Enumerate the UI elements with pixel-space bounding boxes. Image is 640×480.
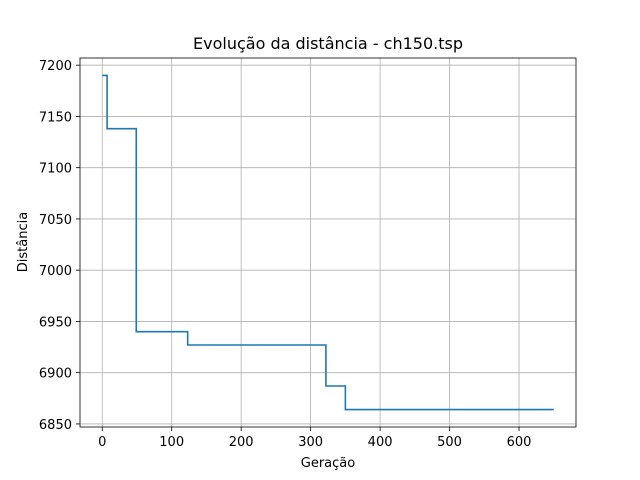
x-tick-label: 400 [368,435,393,450]
x-tick-label: 100 [159,435,184,450]
x-tick-label: 500 [437,435,462,450]
x-axis-label: Geração [301,456,355,471]
x-tick-label: 200 [229,435,254,450]
y-tick-label: 6850 [39,418,72,433]
chart-title: Evolução da distância - ch150.tsp [193,34,463,53]
ticks: 0 100 200 300 400 500 600 6850 6900 6950 7000 7050 7… [39,59,532,450]
x-tick-label: 300 [298,435,323,450]
y-tick-label: 7000 [39,264,72,279]
series-line-1 [102,74,554,411]
grid [80,58,576,427]
y-tick-label: 7100 [39,162,72,177]
y-tick-label: 6950 [39,315,72,330]
y-tick-label: 7200 [39,59,72,74]
series-layer [102,74,554,411]
y-tick-label: 6900 [39,367,72,382]
y-tick-label: 7050 [39,213,72,228]
x-tick-label: 0 [98,435,106,450]
y-axis-label: Distância [16,212,31,272]
y-tick-label: 7150 [39,110,72,125]
plot-frame [79,57,577,428]
x-tick-label: 600 [507,435,532,450]
